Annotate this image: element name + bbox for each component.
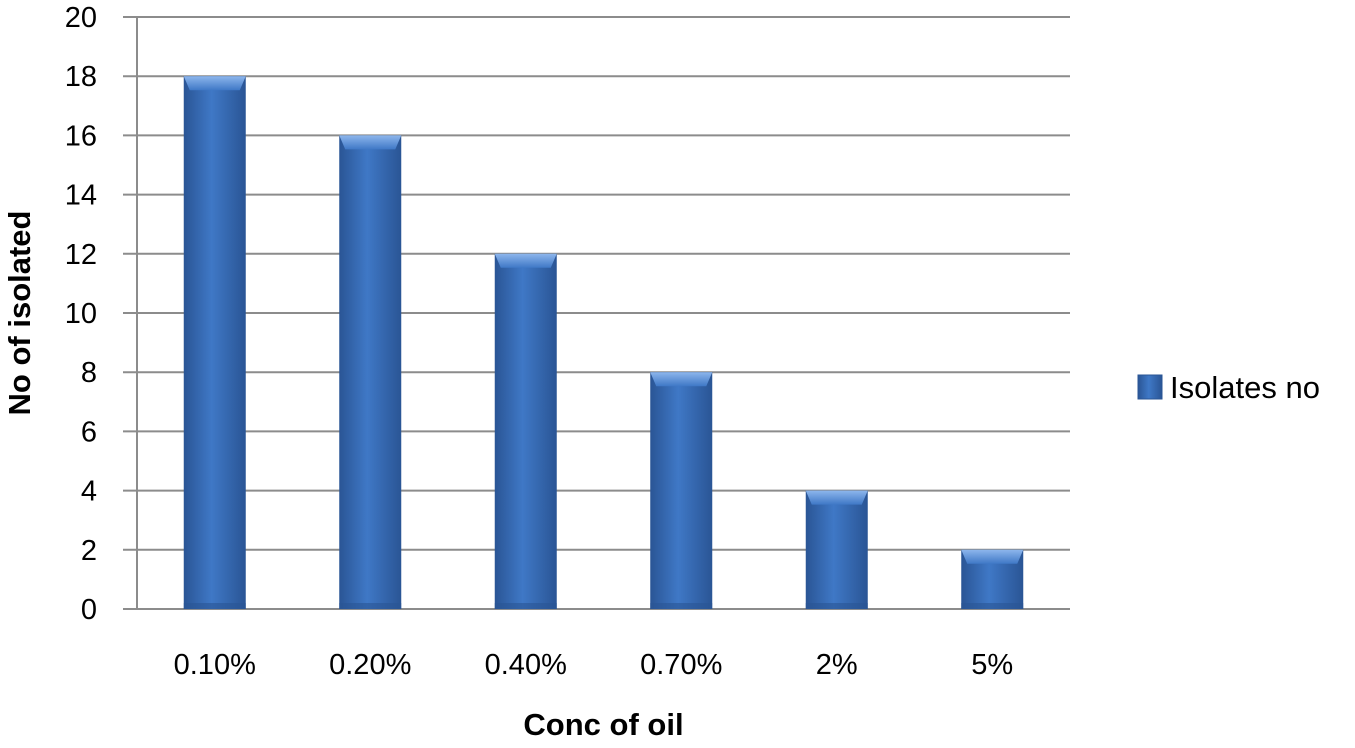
x-tick-label: 0.20% — [329, 649, 411, 681]
bar-cap — [961, 549, 1024, 564]
x-tick-label: 0.40% — [485, 649, 567, 681]
x-tick-label: 5% — [971, 649, 1013, 681]
y-axis-title: No of isolated — [2, 211, 37, 416]
bar — [961, 549, 1024, 609]
y-tick-label: 10 — [65, 298, 97, 330]
y-tick-label: 4 — [81, 476, 97, 508]
bar-base — [650, 603, 713, 609]
y-tick-label: 8 — [81, 357, 97, 389]
x-tick-label: 2% — [816, 649, 858, 681]
y-tick-label: 14 — [65, 180, 97, 212]
y-tick-label: 20 — [65, 2, 97, 34]
bar-cap — [805, 490, 868, 505]
bar-cap — [183, 76, 246, 91]
y-tick-labels: 0 2 4 6 8 10 12 14 16 18 20 — [65, 2, 97, 626]
legend-swatch — [1137, 374, 1163, 400]
bar — [494, 253, 557, 610]
bar-body — [339, 135, 402, 609]
x-tick-label: 0.70% — [640, 649, 722, 681]
bar — [339, 135, 402, 609]
x-axis-title: Conc of oil — [523, 707, 683, 742]
bar-body — [805, 490, 868, 609]
bar — [650, 372, 713, 609]
bar-body — [650, 372, 713, 609]
x-tick-labels: 0.10% 0.20% 0.40% 0.70% 2% 5% — [174, 649, 1014, 681]
bar-cap — [650, 372, 713, 387]
bar — [183, 76, 246, 609]
bar-base — [339, 603, 402, 609]
y-tick-label: 18 — [65, 61, 97, 93]
bar-base — [183, 603, 246, 609]
y-tick-label: 16 — [65, 120, 97, 152]
y-tick-label: 12 — [65, 239, 97, 271]
legend: Isolates no — [1137, 370, 1320, 405]
bar-base — [494, 603, 557, 609]
y-tick-label: 6 — [81, 416, 97, 448]
bar-cap — [494, 253, 557, 268]
bars — [183, 76, 1024, 610]
bar-base — [961, 603, 1024, 609]
bar-body — [183, 76, 246, 609]
legend-label: Isolates no — [1170, 370, 1320, 405]
x-tick-label: 0.10% — [174, 649, 256, 681]
y-tick-label: 0 — [81, 594, 97, 626]
bar — [805, 490, 868, 609]
bar-base — [805, 603, 868, 609]
bar-cap — [339, 135, 402, 150]
gridlines — [123, 16, 1070, 610]
y-tick-label: 2 — [81, 535, 97, 567]
bar-body — [494, 253, 557, 610]
